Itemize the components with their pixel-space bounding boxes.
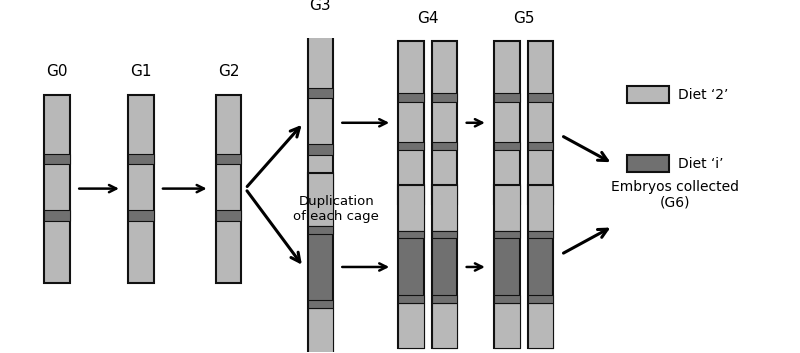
Bar xyxy=(307,226,333,234)
Text: Duplication
of each cage: Duplication of each cage xyxy=(294,195,379,223)
Text: G5: G5 xyxy=(513,11,534,26)
Bar xyxy=(494,295,519,303)
Bar xyxy=(627,155,669,172)
Bar xyxy=(128,210,154,221)
Bar xyxy=(307,29,333,217)
Bar xyxy=(398,185,424,348)
Bar xyxy=(45,154,70,164)
Bar xyxy=(527,92,553,102)
Bar xyxy=(307,309,333,353)
Bar xyxy=(527,295,553,303)
Bar xyxy=(432,303,458,348)
Bar xyxy=(45,95,70,283)
Bar xyxy=(527,303,553,348)
Bar xyxy=(398,185,424,231)
Bar xyxy=(432,92,458,102)
Text: G0: G0 xyxy=(46,64,68,79)
Bar xyxy=(128,154,154,164)
Bar xyxy=(432,185,458,231)
Bar xyxy=(307,88,333,98)
Bar xyxy=(398,303,424,348)
Bar xyxy=(494,185,519,231)
Bar xyxy=(527,231,553,238)
Bar xyxy=(45,210,70,221)
Text: G4: G4 xyxy=(417,11,438,26)
Bar xyxy=(494,231,519,238)
Bar xyxy=(432,231,458,238)
Bar xyxy=(627,86,669,103)
Bar xyxy=(307,144,333,155)
Bar xyxy=(432,295,458,303)
Bar xyxy=(494,92,519,102)
Bar xyxy=(398,92,424,102)
Bar xyxy=(494,185,519,348)
Bar xyxy=(398,295,424,303)
Text: G3: G3 xyxy=(310,0,331,13)
Bar xyxy=(216,210,242,221)
Text: G2: G2 xyxy=(218,64,239,79)
Bar xyxy=(527,142,553,150)
Text: G1: G1 xyxy=(130,64,152,79)
Bar xyxy=(432,142,458,150)
Bar xyxy=(307,300,333,309)
Text: Embryos collected
(G6): Embryos collected (G6) xyxy=(611,180,739,210)
Bar xyxy=(216,154,242,164)
Bar xyxy=(128,95,154,283)
Bar xyxy=(432,185,458,348)
Text: Diet ‘2’: Diet ‘2’ xyxy=(678,88,729,102)
Bar xyxy=(527,41,553,204)
Text: Diet ‘i’: Diet ‘i’ xyxy=(678,156,724,170)
Bar xyxy=(494,303,519,348)
Bar xyxy=(494,142,519,150)
Bar xyxy=(398,41,424,204)
Bar xyxy=(398,231,424,238)
Bar xyxy=(527,185,553,231)
Bar xyxy=(494,41,519,204)
Bar xyxy=(432,41,458,204)
Bar xyxy=(527,185,553,348)
Bar xyxy=(398,142,424,150)
Bar xyxy=(216,95,242,283)
Bar xyxy=(307,173,333,226)
Bar xyxy=(307,173,333,353)
